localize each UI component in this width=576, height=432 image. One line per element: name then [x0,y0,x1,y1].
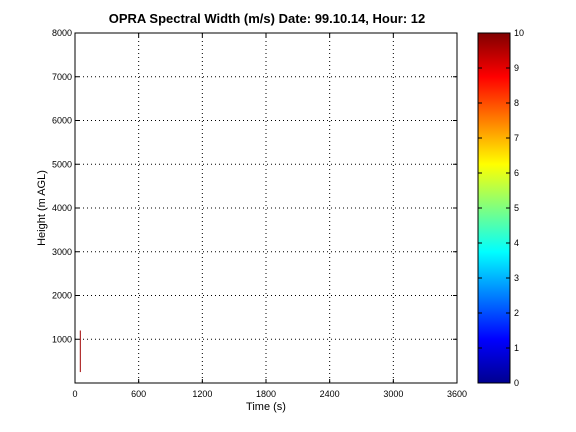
colorbar-tick-label: 7 [514,133,519,143]
y-tick-label: 1000 [52,334,72,344]
y-tick-label: 5000 [52,159,72,169]
colorbar-ticks: 0 1 2 3 4 5 6 7 8 9 10 [478,28,524,388]
grid [75,33,457,383]
colorbar-tick-label: 10 [514,28,524,38]
y-tick-label: 7000 [52,72,72,82]
colorbar-tick-label: 0 [514,378,519,388]
x-tick-label: 1200 [192,389,212,399]
colorbar [477,32,511,384]
x-tick-label: 3000 [383,389,403,399]
colorbar-tick-label: 2 [514,308,519,318]
y-axis: 1000 2000 3000 4000 5000 6000 7000 8000 [52,28,457,344]
x-tick-label: 600 [131,389,146,399]
x-tick-label: 3600 [447,389,467,399]
colorbar-tick-label: 6 [514,168,519,178]
x-tick-label: 0 [72,389,77,399]
colorbar-tick-label: 9 [514,63,519,73]
y-tick-label: 4000 [52,203,72,213]
colorbar-tick-label: 3 [514,273,519,283]
x-axis-label: Time (s) [246,401,286,413]
colorbar-tick-label: 8 [514,98,519,108]
colorbar-tick-label: 4 [514,238,519,248]
y-axis-label: Height (m AGL) [36,170,48,246]
chart-title: OPRA Spectral Width (m/s) Date: 99.10.14… [109,11,426,26]
y-tick-label: 8000 [52,28,72,38]
colorbar-tick-label: 1 [514,343,519,353]
y-tick-label: 3000 [52,247,72,257]
x-tick-label: 1800 [256,389,276,399]
x-tick-label: 2400 [320,389,340,399]
x-axis: 0 600 1200 1800 2400 3000 3600 [72,33,467,399]
colorbar-tick-label: 5 [514,203,519,213]
y-tick-label: 2000 [52,291,72,301]
y-tick-label: 6000 [52,116,72,126]
